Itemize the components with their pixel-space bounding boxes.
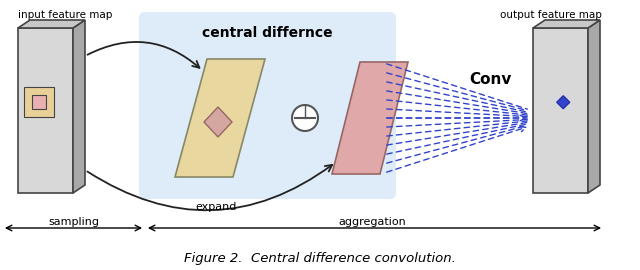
- Text: aggregation: aggregation: [339, 217, 406, 227]
- Polygon shape: [18, 28, 73, 193]
- Polygon shape: [588, 20, 600, 193]
- Circle shape: [292, 105, 318, 131]
- Polygon shape: [557, 96, 570, 109]
- Text: Conv: Conv: [469, 72, 511, 87]
- Text: Figure 2.  Central difference convolution.: Figure 2. Central difference convolution…: [184, 252, 456, 265]
- Polygon shape: [204, 107, 232, 137]
- Text: sampling: sampling: [48, 217, 99, 227]
- FancyBboxPatch shape: [139, 12, 396, 199]
- Text: output feature map: output feature map: [500, 10, 602, 20]
- Polygon shape: [332, 62, 408, 174]
- Polygon shape: [24, 87, 54, 117]
- FancyArrowPatch shape: [88, 42, 200, 68]
- Text: input feature map: input feature map: [18, 10, 113, 20]
- Polygon shape: [533, 28, 588, 193]
- Text: expand: expand: [195, 202, 236, 212]
- Polygon shape: [533, 20, 600, 28]
- Polygon shape: [73, 20, 85, 193]
- Polygon shape: [32, 95, 46, 109]
- Polygon shape: [175, 59, 265, 177]
- Polygon shape: [18, 20, 85, 28]
- Text: central differnce: central differnce: [202, 26, 333, 40]
- FancyArrowPatch shape: [87, 165, 332, 210]
